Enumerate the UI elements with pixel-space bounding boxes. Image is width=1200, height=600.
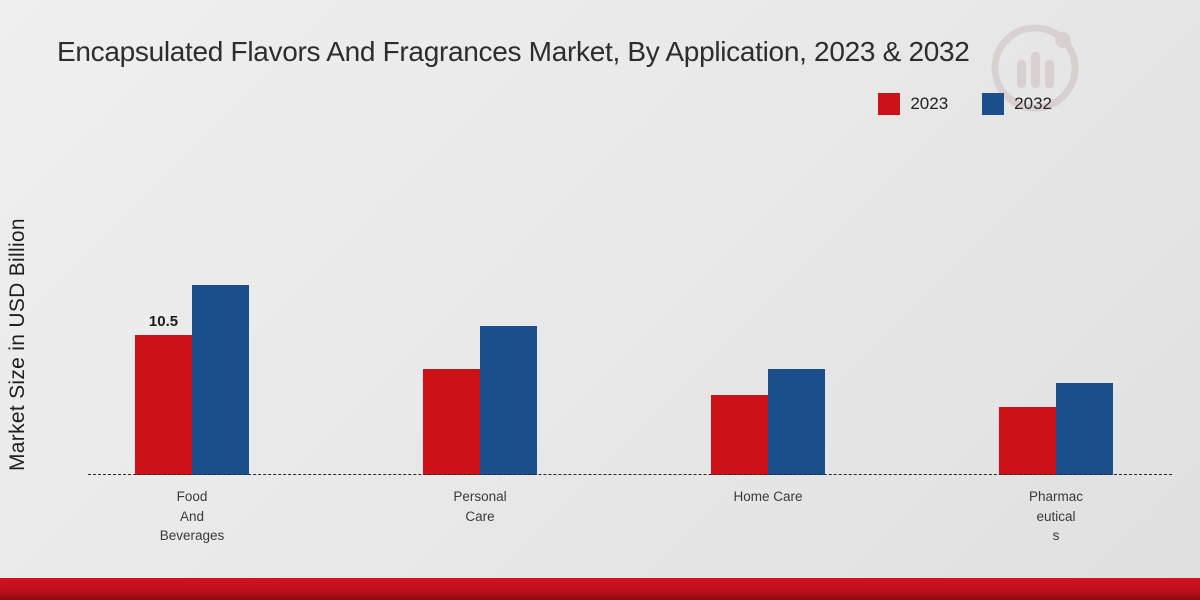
- bar-2032-food-and-beverages: [192, 285, 249, 475]
- legend-item-2032: 2032: [982, 93, 1052, 115]
- category-label-home-care: Home Care: [733, 489, 803, 504]
- bar-2023-personal-care: [423, 369, 480, 475]
- bar-2023-home-care: [711, 395, 768, 475]
- bar-2023-pharmaceuticals: [999, 407, 1056, 475]
- chart-title: Encapsulated Flavors And Fragrances Mark…: [57, 36, 970, 67]
- category-label-food-and-beverages: Food And Beverages: [159, 489, 225, 544]
- legend-swatch-2023: [878, 93, 901, 115]
- x-axis-baseline: [88, 474, 1172, 475]
- legend-item-2023: 2023: [878, 93, 948, 115]
- chart-area: 10.5 Food And Beverages Personal Care Home Car…: [135, 285, 1113, 543]
- legend-label: 2023: [910, 94, 949, 113]
- bar-2032-pharmaceuticals: [1056, 383, 1113, 475]
- bar-2032-personal-care: [480, 326, 537, 475]
- bar-2023-food-and-beverages: 10.5: [135, 313, 192, 475]
- bar-group-personal-care: Personal Care: [423, 326, 537, 524]
- bar-group-home-care: Home Care: [711, 369, 825, 504]
- legend-swatch-2032: [982, 93, 1005, 115]
- bar-value-label-2023-food-and-beverages: 10.5: [148, 313, 179, 330]
- category-label-personal-care: Personal Care: [453, 489, 507, 524]
- bar-2032-home-care: [768, 369, 825, 475]
- category-label-pharmaceuticals: Pharmac eutical s: [1028, 489, 1084, 544]
- footer-accent-bar: [0, 578, 1200, 600]
- bar-group-food-and-beverages: 10.5 Food And Beverages: [135, 285, 249, 543]
- bar-group-pharmaceuticals: Pharmac eutical s: [999, 383, 1113, 543]
- legend-label: 2032: [1014, 94, 1052, 113]
- chart-legend: 2023 2032: [878, 93, 1052, 115]
